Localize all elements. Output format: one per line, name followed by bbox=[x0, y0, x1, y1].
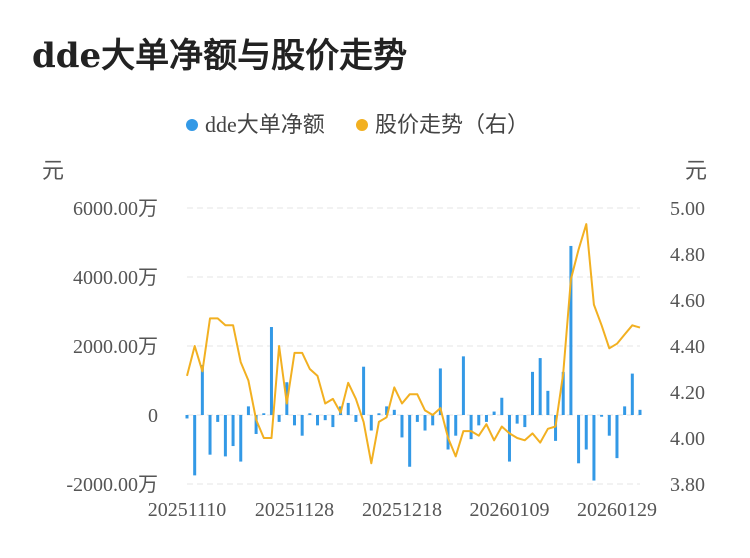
chart-title: dde大单净额与股价走势 bbox=[32, 36, 407, 76]
dde-bar bbox=[377, 413, 381, 415]
dde-bar bbox=[239, 415, 243, 462]
left-tick-label: 6000.00万 bbox=[73, 198, 158, 220]
dde-bar bbox=[446, 415, 450, 450]
dde-bar bbox=[269, 327, 273, 415]
dde-bar bbox=[423, 415, 427, 431]
dde-bar bbox=[523, 415, 527, 428]
x-tick-label: 20251110 bbox=[148, 499, 227, 521]
dde-bar bbox=[569, 245, 573, 415]
dde-bar bbox=[538, 358, 542, 415]
dde-bar bbox=[408, 415, 412, 467]
x-tick-label: 20251128 bbox=[255, 499, 334, 521]
right-tick-label: 4.20 bbox=[670, 382, 705, 404]
dde-bar bbox=[400, 415, 404, 438]
price-line bbox=[186, 223, 641, 465]
dde-bar bbox=[507, 415, 511, 462]
dde-bars bbox=[185, 245, 642, 481]
dde-bar bbox=[461, 356, 465, 415]
dde-bar bbox=[346, 402, 350, 415]
dde-bar bbox=[577, 415, 581, 464]
dde-bar bbox=[469, 415, 473, 440]
left-tick-label: 4000.00万 bbox=[73, 267, 158, 289]
dde-bar bbox=[385, 406, 389, 415]
left-axis-unit: 元 bbox=[42, 158, 64, 183]
x-axis-ticks: 20251110 20251128 20251218 20260109 20260129 bbox=[148, 499, 657, 521]
dde-bar bbox=[615, 415, 619, 459]
left-axis-ticks: 6000.00万 4000.00万 2000.00万 0 -2000.00万 bbox=[66, 198, 158, 496]
dde-bar bbox=[392, 409, 396, 415]
right-tick-label: 4.60 bbox=[670, 290, 705, 312]
price-line-group bbox=[186, 223, 641, 465]
dde-bar bbox=[216, 415, 220, 422]
legend-marker-price bbox=[356, 119, 368, 131]
dde-bar bbox=[600, 415, 604, 417]
dde-bar bbox=[554, 415, 558, 441]
dde-bar bbox=[316, 415, 320, 426]
dde-bar bbox=[492, 411, 496, 415]
right-tick-label: 4.40 bbox=[670, 336, 705, 358]
legend-label-price[interactable]: 股价走势（右） bbox=[375, 112, 529, 137]
right-tick-label: 3.80 bbox=[670, 474, 705, 496]
dde-bar bbox=[354, 415, 358, 422]
dde-bar bbox=[231, 415, 235, 447]
legend: dde大单净额 股价走势（右） bbox=[186, 112, 529, 137]
dde-bar bbox=[500, 397, 504, 415]
dde-bar bbox=[584, 415, 588, 450]
legend-label-dde[interactable]: dde大单净额 bbox=[205, 112, 325, 137]
right-tick-label: 4.00 bbox=[670, 428, 705, 450]
dde-bar bbox=[300, 415, 304, 436]
dde-bar bbox=[200, 364, 204, 415]
dde-bar bbox=[323, 415, 327, 421]
dde-bar bbox=[185, 415, 189, 419]
dde-bar bbox=[515, 415, 519, 424]
dde-bar bbox=[607, 415, 611, 436]
dde-bar bbox=[561, 371, 565, 415]
dde-bar bbox=[193, 415, 197, 476]
dde-bar bbox=[630, 373, 634, 415]
dde-bar bbox=[531, 371, 535, 415]
dde-bar bbox=[362, 366, 366, 415]
x-tick-label: 20251218 bbox=[362, 499, 442, 521]
dde-bar bbox=[438, 368, 442, 415]
dde-bar bbox=[277, 415, 281, 422]
legend-marker-dde bbox=[186, 119, 198, 131]
dde-bar bbox=[254, 415, 258, 434]
dde-bar bbox=[308, 413, 312, 415]
dde-bar bbox=[431, 415, 435, 426]
left-tick-label: 2000.00万 bbox=[73, 336, 158, 358]
right-axis-ticks: 5.00 4.80 4.60 4.40 4.20 4.00 3.80 bbox=[670, 198, 705, 496]
dde-bar bbox=[546, 390, 550, 415]
left-tick-label: -2000.00万 bbox=[66, 474, 158, 496]
left-tick-label: 0 bbox=[148, 405, 158, 427]
right-axis-unit: 元 bbox=[685, 158, 707, 183]
dde-bar bbox=[369, 415, 373, 431]
dde-bar bbox=[623, 406, 627, 415]
dde-bar bbox=[292, 415, 296, 426]
dde-bar bbox=[331, 415, 335, 428]
dde-bar bbox=[592, 415, 596, 481]
dde-bar bbox=[454, 415, 458, 436]
right-tick-label: 5.00 bbox=[670, 198, 705, 220]
dde-bar bbox=[262, 413, 266, 415]
dde-bar bbox=[477, 415, 481, 426]
x-tick-label: 20260109 bbox=[469, 499, 549, 521]
dde-bar bbox=[415, 415, 419, 422]
dde-bar bbox=[208, 415, 212, 455]
dde-bar bbox=[246, 406, 250, 415]
right-tick-label: 4.80 bbox=[670, 244, 705, 266]
dde-bar bbox=[223, 415, 227, 457]
dde-bar bbox=[484, 415, 488, 422]
x-tick-label: 20260129 bbox=[577, 499, 657, 521]
dde-bar bbox=[638, 409, 642, 415]
